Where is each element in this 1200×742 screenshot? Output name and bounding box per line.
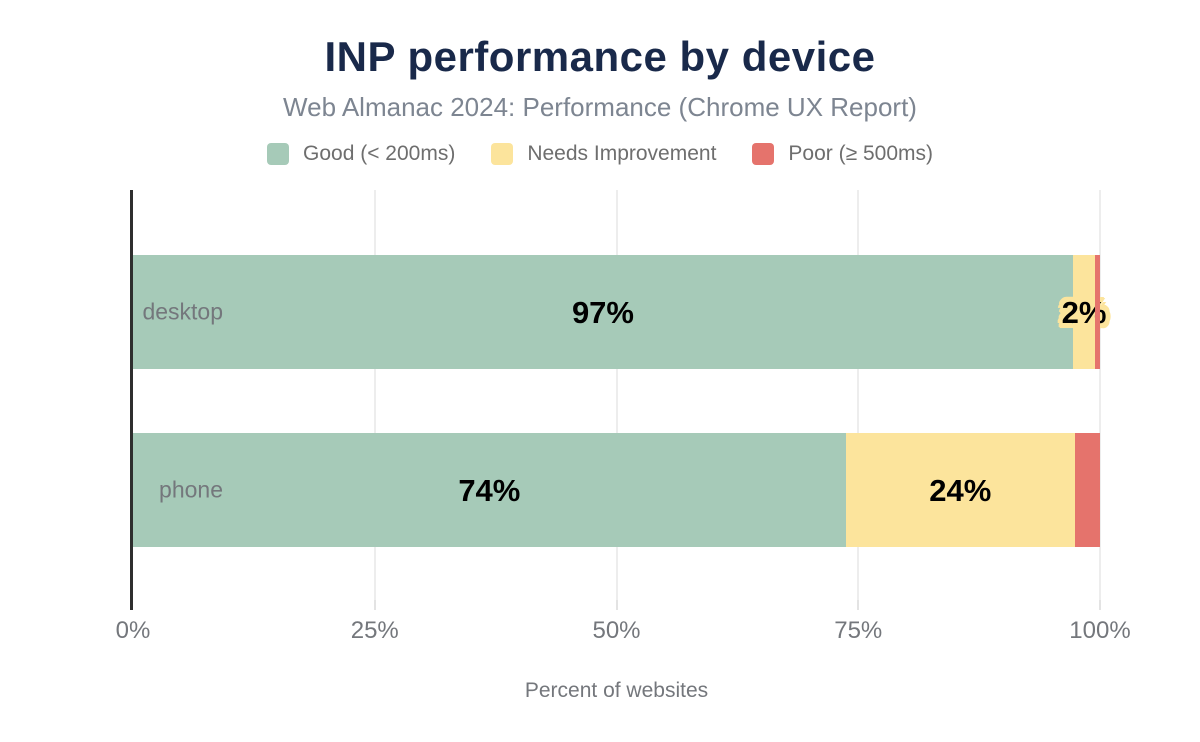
- x-tick-mark: [857, 600, 860, 610]
- bar-value-label: 24%: [929, 472, 992, 508]
- bar-segment-desktop-1: 2%: [1062, 255, 1106, 369]
- chart-subtitle: Web Almanac 2024: Performance (Chrome UX…: [283, 92, 917, 122]
- x-tick-label-25%: 25%: [350, 617, 399, 644]
- bar-row-phone: 74% 24%: [133, 433, 1100, 547]
- legend: Good (< 200ms) Needs Improvement Poor (≥ 5…: [0, 142, 1200, 166]
- plot-area: 97% 2% 74% 24%: [130, 190, 1106, 610]
- category-label-phone: phone: [159, 476, 223, 503]
- category-label-desktop: desktop: [142, 298, 223, 325]
- bar-segment-desktop-2: [1095, 255, 1100, 369]
- bar-row-desktop: 97% 2%: [133, 255, 1106, 369]
- legend-label: Poor (≥ 500ms): [788, 142, 933, 165]
- x-tick-label-100%: 100%: [1069, 617, 1131, 644]
- legend-swatch-icon: [752, 143, 775, 165]
- x-tick-label-0%: 0%: [115, 617, 151, 644]
- x-tick-label-50%: 50%: [592, 617, 641, 644]
- gridline-25%: [373, 190, 376, 600]
- x-tick-mark: [373, 600, 376, 610]
- x-tick-label-75%: 75%: [834, 617, 883, 644]
- bar-segment-phone-2: [1074, 433, 1100, 547]
- x-axis-title: Percent of websites: [524, 679, 709, 702]
- bar-value-label: 74%: [458, 472, 521, 508]
- bar-segment-desktop-0: 97%: [133, 255, 1073, 369]
- bar-segment-phone-1: 24%: [845, 433, 1075, 547]
- bar-segment-phone-0: 74%: [133, 433, 846, 547]
- legend-item-2: Poor (≥ 500ms): [752, 142, 933, 166]
- x-tick-mark: [1099, 600, 1101, 610]
- bar-value-label: 97%: [571, 294, 634, 330]
- x-tick-mark: [615, 600, 618, 610]
- legend-label: Needs Improvement: [527, 142, 717, 165]
- gridline-100%: [1099, 190, 1101, 600]
- legend-swatch-icon: [267, 143, 289, 165]
- legend-item-0: Good (< 200ms): [267, 142, 455, 166]
- gridline-75%: [857, 190, 860, 600]
- legend-item-1: Needs Improvement: [491, 142, 716, 166]
- y-axis-line: [130, 190, 133, 610]
- legend-swatch-icon: [491, 143, 514, 165]
- gridline-50%: [615, 190, 618, 600]
- legend-label: Good (< 200ms): [303, 142, 456, 165]
- chart-title: INP performance by device: [324, 33, 876, 80]
